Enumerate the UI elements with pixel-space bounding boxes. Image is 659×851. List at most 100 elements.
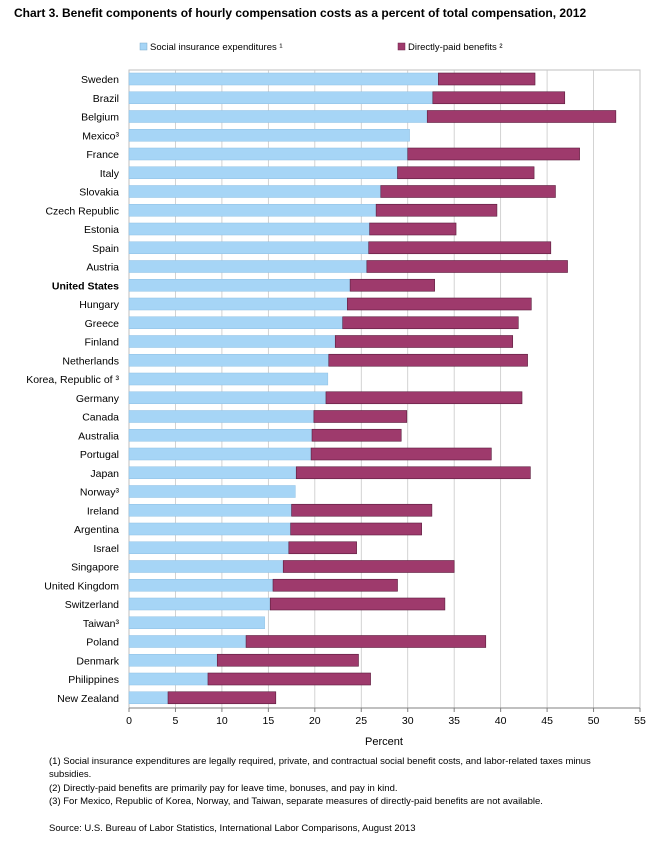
category-label: Israel	[93, 543, 119, 555]
bar-social-insurance	[128, 691, 169, 704]
category-label: Finland	[85, 337, 120, 349]
bar-directly-paid	[426, 110, 617, 123]
bar-social-insurance	[128, 410, 315, 423]
bar-social-insurance	[128, 635, 247, 648]
x-tick-label: 35	[448, 715, 460, 727]
bar-directly-paid	[407, 147, 580, 161]
bar-social-insurance	[128, 297, 348, 311]
category-label: New Zealand	[57, 693, 119, 705]
bar-directly-paid	[334, 335, 514, 348]
bar-social-insurance	[128, 616, 265, 629]
category-label: Netherlands	[62, 355, 119, 367]
bar-social-insurance	[128, 185, 382, 198]
legend: Social insurance expenditures ¹ Directly…	[139, 42, 503, 53]
bar-directly-paid	[282, 560, 455, 573]
category-label: Sweden	[81, 74, 119, 86]
bar-social-insurance	[128, 72, 439, 86]
category-label: Hungary	[79, 299, 119, 311]
bar-social-insurance	[128, 504, 292, 517]
category-label: Belgium	[81, 112, 119, 124]
bar-social-insurance	[128, 597, 271, 611]
category-label: France	[86, 149, 119, 161]
bar-directly-paid	[342, 316, 519, 330]
chart-title: Chart 3. Benefit components of hourly co…	[14, 6, 586, 20]
bar-directly-paid	[272, 578, 398, 592]
bar-directly-paid	[366, 260, 568, 273]
source-note: Source: U.S. Bureau of Labor Statistics,…	[49, 823, 416, 834]
bar-social-insurance	[128, 91, 434, 104]
legend-label-social-insurance: Social insurance expenditures ¹	[150, 42, 283, 53]
bar-directly-paid	[375, 203, 498, 217]
plot-area-border	[128, 69, 641, 709]
x-axis: 0 5 10 15 20 25 30 35 40 45 50 55	[126, 707, 646, 727]
bar-social-insurance	[128, 522, 291, 536]
bar-directly-paid	[291, 503, 433, 517]
bar-directly-paid	[313, 410, 408, 423]
category-label: Canada	[82, 412, 119, 424]
category-label: Switzerland	[65, 599, 119, 611]
category-labels: Sweden Brazil Belgium Mexico³ France Italy Slo…	[26, 74, 120, 705]
category-label: Brazil	[93, 93, 119, 105]
bar-directly-paid	[432, 91, 566, 105]
bar-directly-paid	[216, 653, 359, 667]
bar-social-insurance	[128, 147, 408, 161]
bar-social-insurance	[128, 485, 296, 498]
x-tick-label: 20	[309, 715, 321, 727]
bar-directly-paid	[438, 72, 536, 86]
x-tick-label: 40	[495, 715, 507, 727]
bar-directly-paid	[207, 672, 371, 686]
x-tick-label: 50	[588, 715, 600, 727]
bar-directly-paid	[288, 541, 357, 555]
x-tick-label: 30	[402, 715, 414, 727]
footnote-1: (1) Social insurance expenditures are le…	[49, 756, 591, 780]
bar-directly-paid	[167, 691, 277, 705]
category-label: Greece	[85, 318, 120, 330]
bar-directly-paid	[397, 166, 535, 180]
bar-social-insurance	[128, 335, 336, 348]
bar-social-insurance	[128, 372, 329, 386]
bar-directly-paid	[290, 522, 422, 536]
bar-social-insurance	[128, 241, 369, 254]
category-label: Denmark	[76, 655, 119, 667]
bar-directly-paid	[295, 466, 531, 480]
x-axis-title: Percent	[365, 736, 403, 748]
category-label: Portugal	[80, 449, 119, 461]
bar-social-insurance	[128, 541, 290, 554]
bar-social-insurance	[128, 654, 218, 667]
bar-social-insurance	[128, 279, 351, 292]
bar-social-insurance	[128, 447, 312, 461]
category-label: United Kingdom	[44, 580, 119, 592]
bar-directly-paid	[328, 353, 528, 367]
bar-directly-paid	[347, 297, 532, 311]
category-label: Philippines	[68, 674, 119, 686]
category-label: Korea, Republic of ³	[26, 374, 119, 386]
category-label: Singapore	[71, 562, 119, 574]
bar-social-insurance	[128, 260, 368, 273]
gridlines	[175, 70, 641, 708]
x-tick-label: 5	[173, 715, 179, 727]
category-label: Poland	[86, 637, 119, 649]
footnote-2: (2) Directly-paid benefits are primarily…	[49, 783, 398, 794]
category-label: Norway³	[80, 487, 120, 499]
bar-directly-paid	[245, 635, 487, 648]
x-tick-label: 25	[355, 715, 367, 727]
bar-social-insurance	[128, 391, 327, 404]
category-label: Australia	[78, 430, 119, 442]
category-label: Italy	[100, 168, 120, 180]
category-label: Taiwan³	[83, 618, 120, 630]
category-label: Austria	[86, 262, 119, 274]
legend-swatch-directly-paid	[397, 42, 406, 51]
x-tick-label: 45	[541, 715, 553, 727]
bar-directly-paid	[325, 391, 523, 405]
bar-social-insurance	[128, 204, 377, 217]
legend-label-directly-paid: Directly-paid benefits ²	[408, 42, 503, 53]
bar-directly-paid	[380, 185, 556, 198]
bar-social-insurance	[128, 354, 330, 367]
category-label: United States	[52, 280, 119, 292]
bar-social-insurance	[128, 429, 313, 442]
x-tick-label: 15	[263, 715, 275, 727]
bar-directly-paid	[311, 428, 402, 442]
bar-directly-paid	[369, 222, 457, 236]
x-tick-label: 0	[126, 715, 132, 727]
